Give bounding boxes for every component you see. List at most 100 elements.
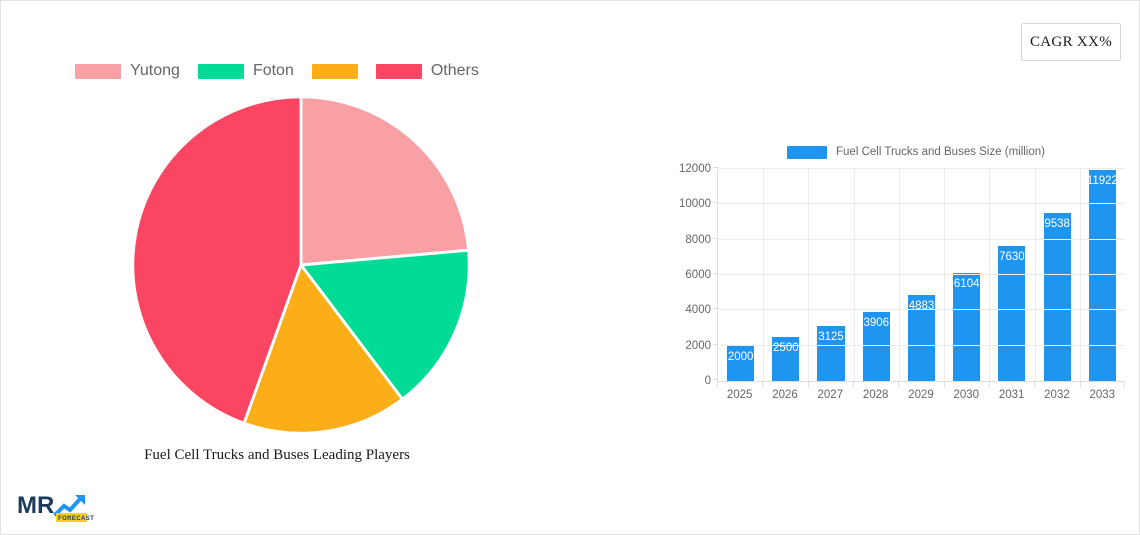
logo-svg: MR FORECAST: [17, 492, 94, 522]
bar[interactable]: 11922: [1086, 170, 1118, 381]
bar-value-label: 3906: [863, 317, 890, 329]
x-gridline: [1079, 169, 1081, 381]
x-axis-end-tick-mark: [1124, 382, 1125, 387]
y-axis-tick-mark: [713, 167, 718, 168]
pie-legend-item[interactable]: [311, 63, 358, 79]
x-axis-tick-label: 2026: [772, 389, 798, 401]
x-axis-tick-mark: [717, 382, 718, 387]
logo-banner: [56, 513, 87, 522]
cagr-badge-label: CAGR XX%: [1030, 33, 1112, 50]
pie-chart-panel: Yutong Foton Others Fuel Cell Trucks and B…: [1, 56, 601, 496]
x-axis-tick-label: 2031: [998, 389, 1025, 401]
pie-slice[interactable]: [298, 248, 471, 402]
x-gridline: [808, 169, 810, 381]
x-axis-tick-label: 2033: [1089, 389, 1116, 401]
x-axis-tick: 2031: [988, 382, 1034, 408]
x-axis-tick-label: 2029: [908, 389, 934, 401]
x-axis-tick: 2026: [762, 382, 807, 408]
x-gridline: [898, 169, 900, 381]
pie-legend-label: Others: [430, 62, 479, 79]
x-axis-tick-label: 2027: [817, 389, 844, 401]
y-gridline: [718, 238, 1125, 240]
y-gridline: [718, 203, 1125, 205]
bar-value-label: 7630: [999, 251, 1025, 264]
x-axis-tick-mark: [1079, 382, 1081, 387]
x-axis-tick: 2028: [852, 382, 898, 408]
logo-wordmark: MR: [17, 492, 54, 519]
pie-chart-caption: Fuel Cell Trucks and Buses Leading Playe…: [144, 447, 410, 463]
x-axis-tick: 2025: [717, 382, 762, 408]
x-axis-tick-mark: [1034, 382, 1036, 387]
bar[interactable]: 7630: [998, 246, 1026, 381]
pie-slice[interactable]: [131, 95, 303, 426]
pie-legend-swatch: [375, 63, 422, 79]
bar[interactable]: 2000: [727, 345, 755, 381]
x-gridline: [853, 169, 855, 381]
bar-value-label: 2000: [727, 350, 754, 363]
y-axis-tick-mark: [713, 202, 718, 204]
pie-slice[interactable]: [242, 261, 405, 435]
bar-value-label: 9538: [1044, 217, 1070, 230]
bar-value-label: 2500: [773, 341, 799, 354]
y-gridline: [718, 380, 1125, 381]
x-gridline: [1034, 169, 1036, 381]
x-axis-tick-mark: [898, 382, 900, 387]
y-axis-tick-mark: [713, 273, 718, 274]
bar-slot: 11922: [1080, 169, 1125, 381]
bar[interactable]: 3125: [817, 325, 845, 381]
bar-value-label: 11922: [1086, 175, 1118, 188]
y-axis-tick-label: 10000: [679, 198, 711, 211]
logo-banner-label: FORECAST: [58, 516, 94, 522]
bar-value-label: 3125: [818, 330, 844, 343]
x-axis-tick-label: 2028: [862, 389, 889, 401]
pie-chart: [121, 91, 481, 439]
pie-legend-swatch: [197, 63, 244, 79]
pie-legend-item[interactable]: Others: [375, 62, 479, 80]
bar-slot: 6104: [944, 169, 989, 381]
x-axis-tick-mark: [807, 382, 809, 387]
pie-slice[interactable]: [299, 95, 471, 267]
y-axis-tick-label: 12000: [679, 163, 711, 175]
y-axis-tick-label: 0: [704, 375, 711, 387]
x-gridline: [989, 169, 991, 381]
x-axis-tick-label: 2032: [1044, 389, 1070, 401]
bar-legend-label: Fuel Cell Trucks and Buses Size (million…: [836, 146, 1045, 158]
pie-legend: Yutong Foton Others: [1, 56, 601, 86]
bar-slot: 3125: [808, 169, 853, 381]
bar-value-label: 4883: [908, 299, 935, 312]
x-axis-tick-label: 2030: [953, 389, 980, 401]
x-axis-tick: 2033: [1079, 382, 1125, 408]
pie-legend-item[interactable]: Yutong: [75, 62, 180, 80]
x-axis-tick: 2027: [807, 382, 853, 408]
x-axis-tick-label: 2025: [726, 389, 753, 401]
y-axis-tick-label: 4000: [685, 304, 711, 317]
x-gridline: [763, 169, 765, 381]
bar-slot: 3906: [854, 169, 899, 381]
x-axis-tick-mark: [852, 382, 854, 387]
bar[interactable]: 6104: [953, 273, 981, 381]
x-axis-tick-mark: [943, 382, 945, 387]
pie-legend-label: Foton: [252, 62, 294, 79]
y-axis-tick-label: 6000: [685, 269, 711, 281]
bar[interactable]: 2500: [772, 336, 800, 381]
x-axis-tick-mark: [762, 382, 764, 387]
bar-slot: 4883: [899, 169, 944, 381]
x-axis-tick-mark: [988, 382, 990, 387]
pie-legend-item[interactable]: Foton: [197, 62, 294, 80]
x-axis-tick: 2032: [1034, 382, 1079, 408]
bar-legend: Fuel Cell Trucks and Buses Size (million…: [673, 141, 1125, 163]
y-gridline: [718, 309, 1125, 311]
bar[interactable]: 9538: [1043, 212, 1071, 381]
bar-slot: 2000: [718, 169, 763, 381]
bar-slot: 2500: [763, 169, 808, 381]
x-axis-tick: 2030: [943, 382, 989, 408]
y-axis-tick-label: 8000: [685, 233, 711, 246]
bar-slot: 7630: [989, 169, 1034, 381]
bar-slot: 9538: [1035, 169, 1080, 381]
logo-arrow-head-icon: [75, 495, 85, 505]
bar-chart-panel: Fuel Cell Trucks and Buses Size (million…: [673, 141, 1125, 416]
bar[interactable]: 4883: [907, 294, 936, 381]
y-axis-tick-mark: [713, 379, 718, 380]
bar[interactable]: 3906: [862, 312, 890, 381]
logo-trend-arrow-icon: [53, 495, 84, 517]
